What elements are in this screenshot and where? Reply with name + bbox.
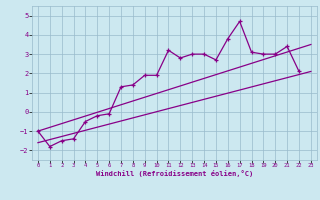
X-axis label: Windchill (Refroidissement éolien,°C): Windchill (Refroidissement éolien,°C) <box>96 170 253 177</box>
